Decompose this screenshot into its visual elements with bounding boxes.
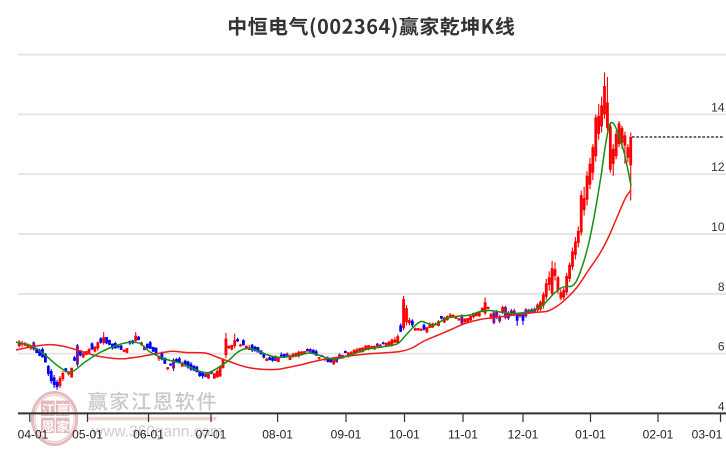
svg-text:14: 14 xyxy=(711,100,725,114)
svg-text:12-01: 12-01 xyxy=(508,428,539,442)
svg-text:03-01: 03-01 xyxy=(692,428,723,442)
svg-text:09-01: 09-01 xyxy=(331,428,362,442)
svg-text:02-01: 02-01 xyxy=(643,428,674,442)
svg-text:05-01: 05-01 xyxy=(72,428,103,442)
svg-text:12: 12 xyxy=(711,160,725,174)
svg-text:08-01: 08-01 xyxy=(262,428,293,442)
svg-text:10: 10 xyxy=(711,220,725,234)
svg-text:07-01: 07-01 xyxy=(196,428,227,442)
svg-text:6: 6 xyxy=(718,340,725,354)
svg-text:06-01: 06-01 xyxy=(133,428,164,442)
svg-text:4: 4 xyxy=(718,399,725,413)
svg-text:10-01: 10-01 xyxy=(389,428,420,442)
svg-text:11-01: 11-01 xyxy=(448,428,478,442)
svg-text:01-01: 01-01 xyxy=(575,428,606,442)
svg-text:04-01: 04-01 xyxy=(18,428,49,442)
svg-text:www.360gann.com: www.360gann.com xyxy=(91,424,223,441)
svg-text:8: 8 xyxy=(718,280,725,294)
